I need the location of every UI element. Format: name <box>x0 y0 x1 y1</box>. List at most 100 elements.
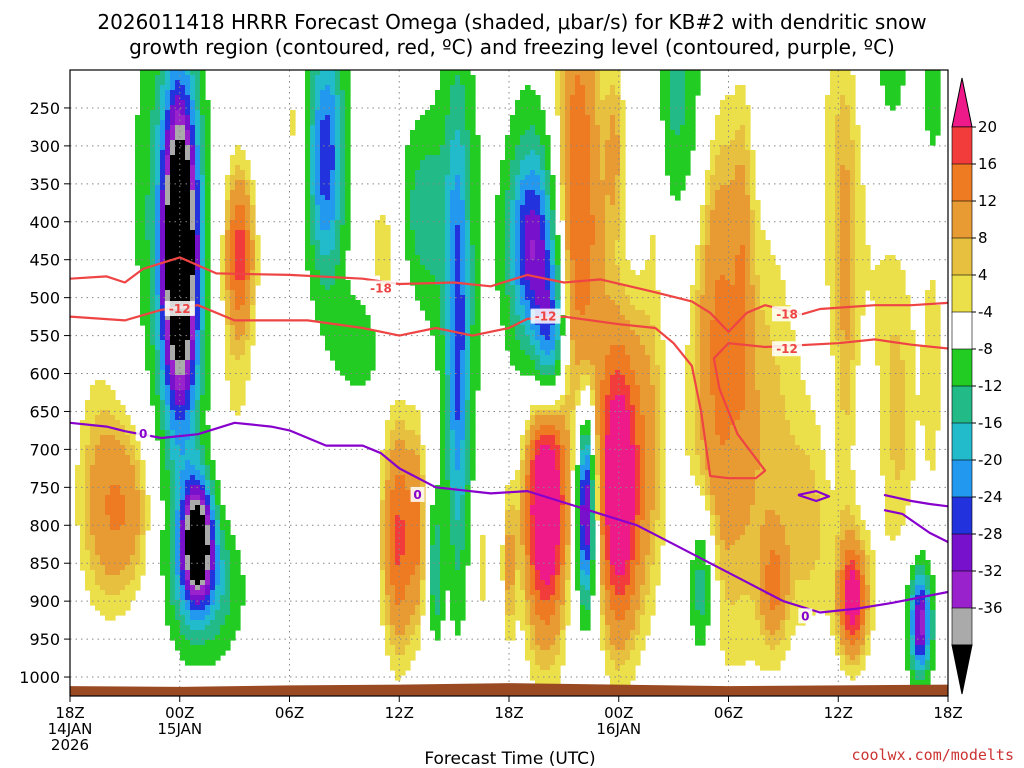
omega-cell <box>525 265 531 271</box>
omega-cell <box>740 160 746 166</box>
omega-cell <box>695 315 701 321</box>
omega-cell <box>425 130 431 136</box>
omega-cell <box>825 155 831 161</box>
omega-cell <box>540 255 546 261</box>
omega-cell <box>190 100 196 106</box>
omega-cell <box>435 330 441 336</box>
omega-cell <box>415 190 421 196</box>
omega-cell <box>625 280 631 286</box>
omega-cell <box>250 230 256 236</box>
omega-cell <box>475 310 481 316</box>
omega-cell <box>585 120 591 126</box>
omega-cell <box>190 165 196 171</box>
omega-cell <box>830 240 836 246</box>
omega-cell <box>500 185 506 191</box>
omega-cell <box>560 170 566 176</box>
omega-cell <box>540 250 546 256</box>
omega-cell <box>240 305 246 311</box>
omega-cell <box>845 125 851 131</box>
omega-cell <box>410 185 416 191</box>
omega-cell <box>180 340 186 346</box>
omega-cell <box>700 335 706 341</box>
omega-cell <box>755 315 761 321</box>
omega-cell <box>825 205 831 211</box>
omega-cell <box>665 110 671 116</box>
omega-cell <box>470 130 476 136</box>
omega-cell <box>825 175 831 181</box>
omega-cell <box>520 260 526 266</box>
omega-cell <box>305 85 311 91</box>
omega-cell <box>430 190 436 196</box>
omega-cell <box>175 70 181 76</box>
omega-cell <box>465 110 471 116</box>
omega-cell <box>570 155 576 161</box>
omega-cell <box>705 235 711 241</box>
omega-cell <box>200 130 206 136</box>
omega-cell <box>205 215 211 221</box>
omega-cell <box>155 205 161 211</box>
omega-cell <box>150 200 156 206</box>
omega-cell <box>255 235 261 241</box>
omega-cell <box>595 180 601 186</box>
omega-cell <box>730 100 736 106</box>
omega-cell <box>500 180 506 186</box>
omega-cell <box>245 330 251 336</box>
omega-cell <box>430 135 436 141</box>
omega-cell <box>900 300 906 306</box>
omega-cell <box>605 250 611 256</box>
omega-cell <box>310 155 316 161</box>
omega-cell <box>580 265 586 271</box>
omega-cell <box>735 290 741 296</box>
omega-cell <box>525 325 531 331</box>
omega-cell <box>455 170 461 176</box>
omega-cell <box>445 75 451 81</box>
omega-cell <box>190 135 196 141</box>
omega-cell <box>685 125 691 131</box>
omega-cell <box>195 285 201 291</box>
omega-cell <box>425 310 431 316</box>
omega-cell <box>710 245 716 251</box>
omega-cell <box>135 205 141 211</box>
omega-cell <box>160 245 166 251</box>
omega-cell <box>935 105 941 111</box>
omega-cell <box>510 185 516 191</box>
omega-cell <box>715 260 721 266</box>
omega-cell <box>545 260 551 266</box>
omega-cell <box>545 155 551 161</box>
omega-cell <box>700 260 706 266</box>
omega-cell <box>615 250 621 256</box>
omega-cell <box>580 180 586 186</box>
omega-cell <box>935 320 941 326</box>
omega-cell <box>545 150 551 156</box>
omega-cell <box>250 250 256 256</box>
omega-cell <box>150 100 156 106</box>
omega-cell <box>835 190 841 196</box>
omega-cell <box>600 195 606 201</box>
omega-cell <box>700 315 706 321</box>
omega-cell <box>165 260 171 266</box>
omega-cell <box>195 120 201 126</box>
omega-cell <box>225 290 231 296</box>
omega-cell <box>660 80 666 86</box>
omega-cell <box>610 110 616 116</box>
omega-cell <box>305 100 311 106</box>
omega-cell <box>845 120 851 126</box>
omega-cell <box>435 200 441 206</box>
omega-cell <box>230 170 236 176</box>
omega-cell <box>840 195 846 201</box>
omega-cell <box>560 155 566 161</box>
omega-cell <box>730 160 736 166</box>
omega-cell <box>570 80 576 86</box>
omega-cell <box>460 220 466 226</box>
omega-cell <box>165 220 171 226</box>
omega-cell <box>570 85 576 91</box>
omega-cell <box>745 115 751 121</box>
omega-cell <box>695 255 701 261</box>
omega-cell <box>340 175 346 181</box>
omega-cell <box>330 95 336 101</box>
omega-cell <box>155 85 161 91</box>
omega-cell <box>680 70 686 76</box>
omega-cell <box>850 135 856 141</box>
omega-cell <box>835 110 841 116</box>
omega-cell <box>755 285 761 291</box>
